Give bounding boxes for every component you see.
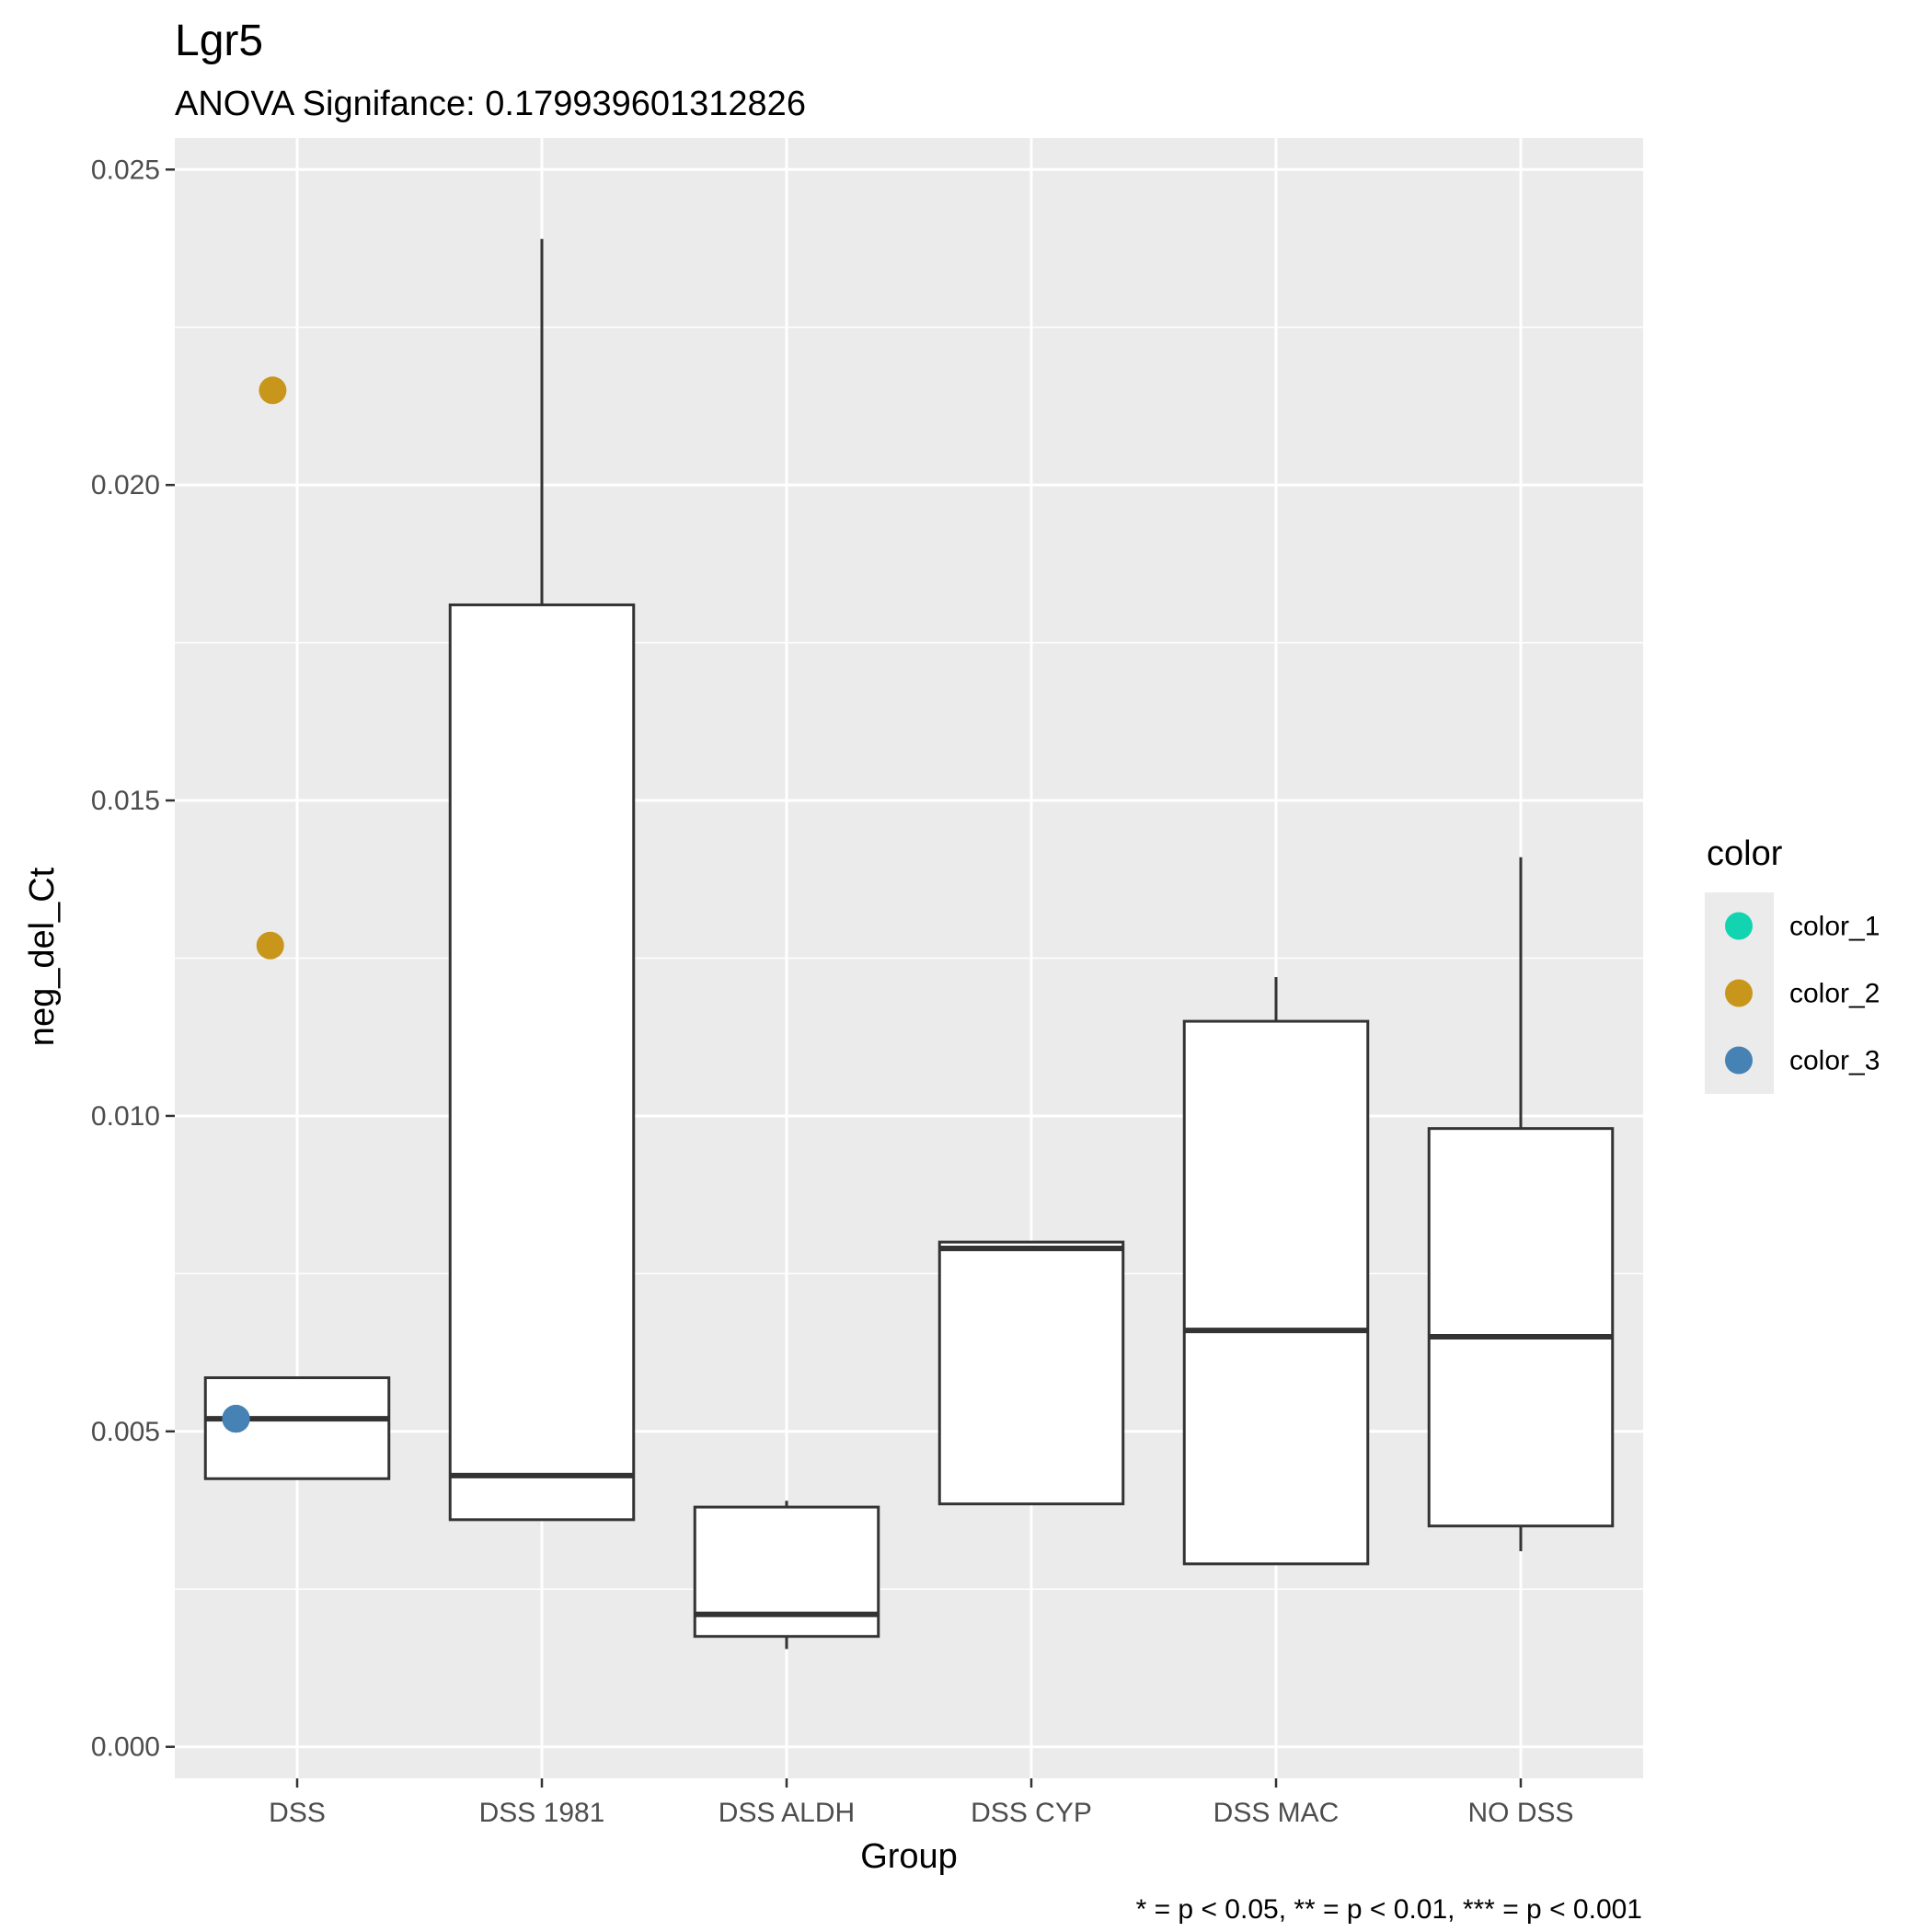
y-tick-label: 0.015 (91, 786, 160, 816)
y-tick-label: 0.000 (91, 1732, 160, 1763)
legend: color color_1 color_2 color_3 (1705, 834, 1880, 1094)
data-point (256, 931, 284, 960)
y-tick-label: 0.005 (91, 1417, 160, 1447)
legend-label-color_3: color_3 (1789, 1046, 1880, 1076)
legend-title: color (1707, 834, 1783, 873)
box (937, 1240, 1125, 1506)
box (1427, 1127, 1615, 1528)
x-tick-label: NO DSS (1467, 1798, 1573, 1828)
box (1182, 1019, 1370, 1566)
x-tick-label: DSS CYP (971, 1798, 1092, 1828)
grid-lines (175, 138, 1643, 1778)
data-point (259, 376, 287, 405)
y-tick-label: 0.020 (91, 470, 160, 500)
chart-caption: * = p < 0.05, ** = p < 0.01, *** = p < 0… (1136, 1894, 1642, 1925)
chart-title: Lgr5 (175, 17, 263, 65)
x-axis-title: Group (860, 1837, 958, 1876)
x-tick-label: DSS 1981 (479, 1798, 605, 1828)
y-tick-label: 0.010 (91, 1101, 160, 1132)
x-tick-label: DSS MAC (1213, 1798, 1340, 1828)
y-axis-title: neg_del_Ct (23, 867, 62, 1046)
box (448, 603, 636, 1522)
y-tick-label: 0.025 (91, 155, 160, 185)
y-axis: 0.000 0.005 0.010 0.015 0.020 0.025 (91, 155, 175, 1763)
x-tick-label: DSS ALDH (719, 1798, 855, 1828)
chart-subtitle: ANOVA Signifance: 0.179939601312826 (175, 85, 806, 123)
box-layer (203, 238, 1615, 1650)
x-tick-label: DSS (269, 1798, 326, 1828)
x-axis: DSS DSS 1981 DSS ALDH DSS CYP DSS MAC NO DSS (269, 1778, 1574, 1828)
legend-key-color_2 (1725, 979, 1753, 1007)
data-point (222, 1405, 250, 1433)
point-layer (222, 376, 287, 1433)
legend-label-color_1: color_1 (1789, 912, 1880, 942)
legend-key-color_3 (1725, 1046, 1753, 1075)
legend-key-color_1 (1725, 912, 1753, 940)
legend-label-color_2: color_2 (1789, 979, 1880, 1009)
